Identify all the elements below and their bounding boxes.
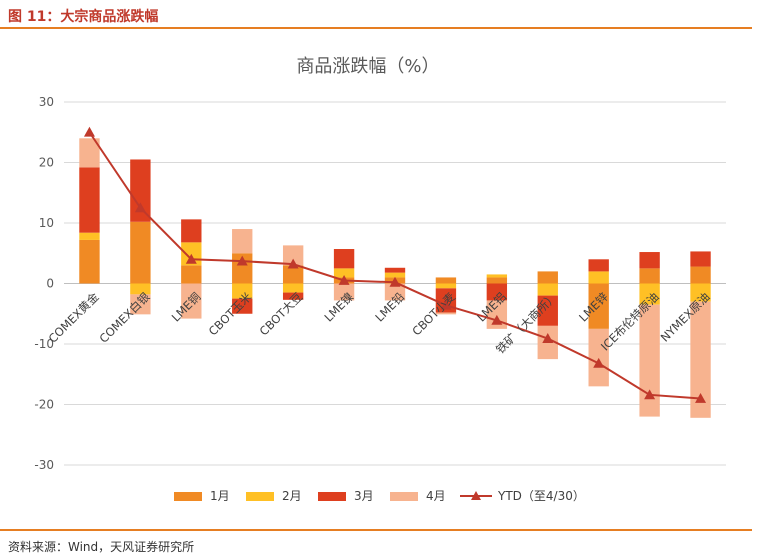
bar-segment [435, 312, 457, 315]
ytd-point [83, 126, 95, 137]
chart: 商品涨跌幅（%） 30 20 10 0 -10 -20 -30 COMEX黄金COMEX白银… [34, 56, 726, 503]
legend-label: 2月 [282, 489, 302, 503]
bar-segment [79, 167, 100, 233]
bar-segment [537, 271, 558, 284]
bar-segment [486, 283, 508, 301]
bar-segment [690, 283, 711, 302]
bar-segment [639, 283, 660, 305]
y-tick-label: 10 [39, 216, 54, 230]
bar-segment [333, 249, 355, 269]
y-tick-label: 30 [39, 95, 54, 109]
bar-segment [486, 274, 508, 278]
ytd-point [491, 314, 503, 325]
x-category-label: COMEX白银 [97, 289, 153, 345]
bar-segment [282, 292, 304, 300]
legend-swatch [174, 492, 202, 501]
ytd-point [185, 253, 197, 264]
bar-segment [537, 295, 558, 326]
legend-swatch [390, 492, 418, 501]
bar-segment [384, 283, 406, 301]
y-tick-label: 20 [39, 156, 54, 170]
bar-segment [690, 301, 711, 418]
bar-segment [690, 251, 711, 267]
bar-segment [79, 239, 100, 284]
bar-segment [232, 229, 253, 254]
bar-segment [232, 298, 253, 314]
bar-segment [79, 232, 100, 240]
bar-segment [384, 267, 406, 273]
bar-segment [282, 245, 304, 266]
ytd-point [338, 274, 350, 285]
legend-label: 1月 [210, 489, 230, 503]
x-category-label: CBOT玉米 [206, 289, 255, 338]
ytd-point [236, 255, 248, 266]
bar-segment [333, 283, 355, 301]
ytd-point [695, 392, 707, 403]
x-category-label: COMEX黄金 [46, 289, 102, 345]
top-divider [0, 27, 752, 29]
chart-title: 商品涨跌幅（%） [296, 56, 439, 77]
y-tick-label: 0 [46, 277, 54, 291]
y-tick-label: -20 [34, 398, 54, 412]
bar-segment [130, 283, 151, 295]
ytd-line [83, 126, 707, 403]
legend-label: 4月 [426, 489, 446, 503]
bottom-divider [0, 529, 752, 531]
bar-segment [130, 294, 151, 315]
bar-segment [690, 266, 711, 284]
source-note: 资料来源：Wind，天风证券研究所 [8, 540, 195, 554]
legend-swatch [318, 492, 346, 501]
bar-segment [435, 277, 457, 284]
legend-swatch [246, 492, 274, 501]
y-axis-ticks: 30 20 10 0 -10 -20 -30 [34, 95, 54, 472]
legend-label: 3月 [354, 489, 374, 503]
ytd-point [542, 333, 554, 343]
bar-segment [588, 271, 609, 284]
bar-segment [79, 138, 100, 168]
ytd-point [644, 389, 656, 400]
ytd-point [134, 202, 146, 213]
ytd-point [593, 357, 605, 368]
ytd-point [287, 258, 299, 269]
bar-segment [639, 268, 660, 284]
y-tick-label: -10 [34, 337, 54, 351]
figure-title: 图 11：大宗商品涨跌幅 [8, 9, 159, 25]
x-category-label: CBOT大豆 [257, 290, 306, 339]
legend-marker [471, 491, 481, 500]
bar-segment [588, 328, 609, 387]
bar-segment [639, 304, 660, 417]
bar-segment [384, 272, 406, 278]
legend-label: YTD（至4/30） [497, 489, 585, 503]
ytd-point [440, 299, 452, 310]
bar-segment [486, 277, 508, 284]
bar-segment [232, 283, 253, 299]
bar-segment [130, 159, 151, 222]
ytd-point [389, 276, 401, 287]
bar-segment [181, 283, 202, 319]
bar-segment [435, 283, 457, 289]
bar-segment [333, 268, 355, 278]
bar-segment [282, 265, 304, 284]
bar-segment [282, 283, 304, 293]
bar-segment [130, 221, 151, 284]
bar-segment [639, 252, 660, 269]
bar-segment [181, 265, 202, 284]
bar-segment [588, 283, 609, 329]
y-tick-label: -30 [34, 458, 54, 472]
bar-segment [588, 259, 609, 272]
bar-segment [537, 283, 558, 296]
bar-segment [181, 219, 202, 243]
legend: 1月 2月 3月 4月 YTD（至4/30） [174, 489, 585, 503]
